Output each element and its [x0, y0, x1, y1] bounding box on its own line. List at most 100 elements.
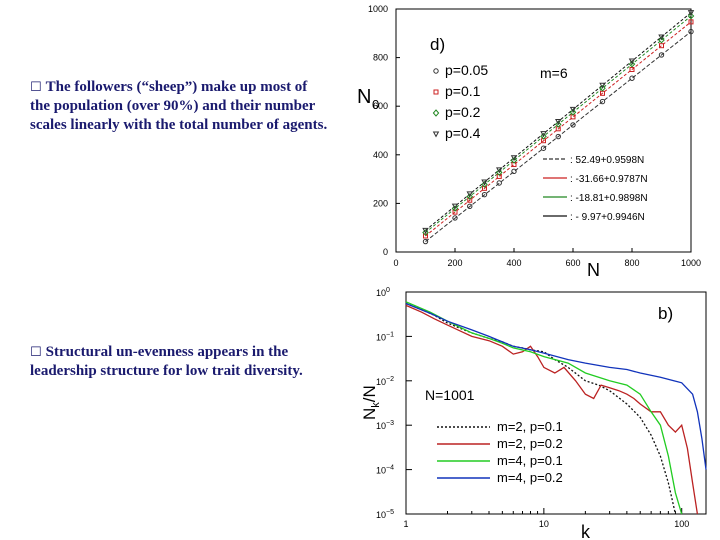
data-point [510, 157, 518, 164]
data-point [555, 133, 561, 140]
annotation: m=6 [540, 65, 568, 81]
data-point [422, 238, 429, 245]
data-point [688, 28, 694, 35]
y-axis-label: Nk/N [360, 385, 382, 420]
series-line [405, 302, 707, 470]
panel-label: d) [430, 35, 445, 54]
fit-legend-label: : -18.81+0.9898N [570, 193, 648, 204]
y-axis-label: N [357, 86, 371, 108]
fit-legend-label: : - 9.97+0.9946N [570, 212, 645, 223]
data-point [599, 84, 606, 92]
data-point [495, 169, 503, 176]
data-point [540, 145, 547, 151]
data-point [628, 60, 636, 68]
data-point [423, 233, 428, 239]
data-point [452, 209, 458, 215]
legend-label: m=4, p=0.2 [497, 470, 563, 485]
x-tick-label: 1 [403, 519, 408, 529]
y-tick-label: 400 [373, 150, 388, 160]
y-tick-label: 0 [383, 247, 388, 257]
x-tick-label: 0 [393, 258, 398, 268]
data-point [452, 215, 458, 221]
data-point [659, 43, 664, 49]
data-point [496, 167, 503, 174]
y-axis-label-group: Nk/N [360, 385, 382, 420]
y-tick-label: 600 [373, 101, 388, 111]
data-point [496, 180, 502, 186]
data-point [451, 203, 459, 210]
bullet-checkbox-icon: ☐ [30, 80, 42, 95]
data-point [451, 205, 459, 212]
panel-label: b) [658, 304, 673, 323]
data-point [422, 227, 429, 234]
y-tick-label: 10−2 [376, 376, 394, 387]
data-point [422, 229, 429, 236]
y-tick-label: 10−3 [376, 420, 394, 431]
y-tick-label: 1000 [368, 5, 388, 14]
legend-label: p=0.05 [445, 62, 488, 78]
fit-legend-label: : -31.66+0.9787N [570, 174, 648, 185]
legend-label: p=0.2 [445, 104, 481, 120]
data-point [481, 181, 488, 188]
legend-label: m=2, p=0.2 [497, 436, 563, 451]
data-point [466, 193, 474, 200]
data-point [628, 58, 636, 65]
data-point [481, 191, 488, 198]
x-tick-label: 1000 [681, 258, 701, 268]
x-tick-label: 100 [674, 519, 689, 529]
series-line [405, 304, 699, 515]
fit-line [425, 21, 692, 237]
y-tick-label: 100 [376, 287, 390, 298]
data-point [687, 10, 695, 17]
data-point [511, 168, 517, 175]
x-tick-label: 400 [506, 258, 521, 268]
data-point [599, 98, 606, 105]
x-tick-label: 10 [539, 519, 549, 529]
data-point [496, 173, 502, 179]
data-point [467, 197, 473, 203]
data-point [629, 67, 635, 73]
data-point [688, 19, 694, 25]
legend-label: p=0.4 [445, 125, 481, 141]
legend-label: m=2, p=0.1 [497, 419, 563, 434]
data-point [570, 122, 576, 128]
y-tick-label: 10−1 [376, 331, 394, 342]
data-point [466, 191, 473, 198]
data-point [540, 133, 547, 140]
fit-legend-label: : 52.49+0.9598N [570, 155, 644, 166]
x-axis-label: N [587, 260, 600, 280]
data-point [599, 82, 606, 89]
x-tick-label: 800 [624, 258, 639, 268]
data-point [510, 155, 518, 162]
data-point [481, 179, 488, 186]
data-point [687, 12, 695, 20]
data-point [658, 52, 665, 58]
y-tick-label: 10−5 [376, 509, 394, 520]
x-tick-label: 600 [565, 258, 580, 268]
data-point [540, 131, 547, 138]
legend-marker [433, 89, 439, 95]
data-point [467, 203, 473, 210]
bullet-checkbox-icon: ☐ [30, 345, 42, 360]
data-point [658, 36, 665, 44]
data-point [569, 106, 577, 113]
data-point [482, 185, 487, 191]
legend-marker [433, 68, 439, 74]
x-axis-label: k [581, 522, 591, 540]
bullet-followers: ☐ The followers (“sheep”) make up most of… [30, 78, 330, 135]
legend-label: p=0.1 [445, 83, 481, 99]
legend-marker [432, 131, 440, 138]
y-tick-label: 200 [373, 198, 388, 208]
legend-label: m=4, p=0.1 [497, 453, 563, 468]
bullet-text: The followers (“sheep”) make up most of … [30, 79, 328, 133]
data-point [555, 119, 562, 125]
bullet-structural-unevenness: ☐ Structural un-evenness appears in the l… [30, 343, 330, 381]
data-point [629, 75, 635, 81]
y-tick-label: 800 [373, 53, 388, 63]
y-axis-label-sub: 0 [372, 97, 379, 112]
plot-frame [395, 8, 692, 253]
data-point [658, 34, 665, 41]
annotation: N=1001 [425, 387, 475, 403]
bullet-text: Structural un-evenness appears in the le… [30, 344, 303, 379]
x-tick-label: 200 [447, 258, 462, 268]
